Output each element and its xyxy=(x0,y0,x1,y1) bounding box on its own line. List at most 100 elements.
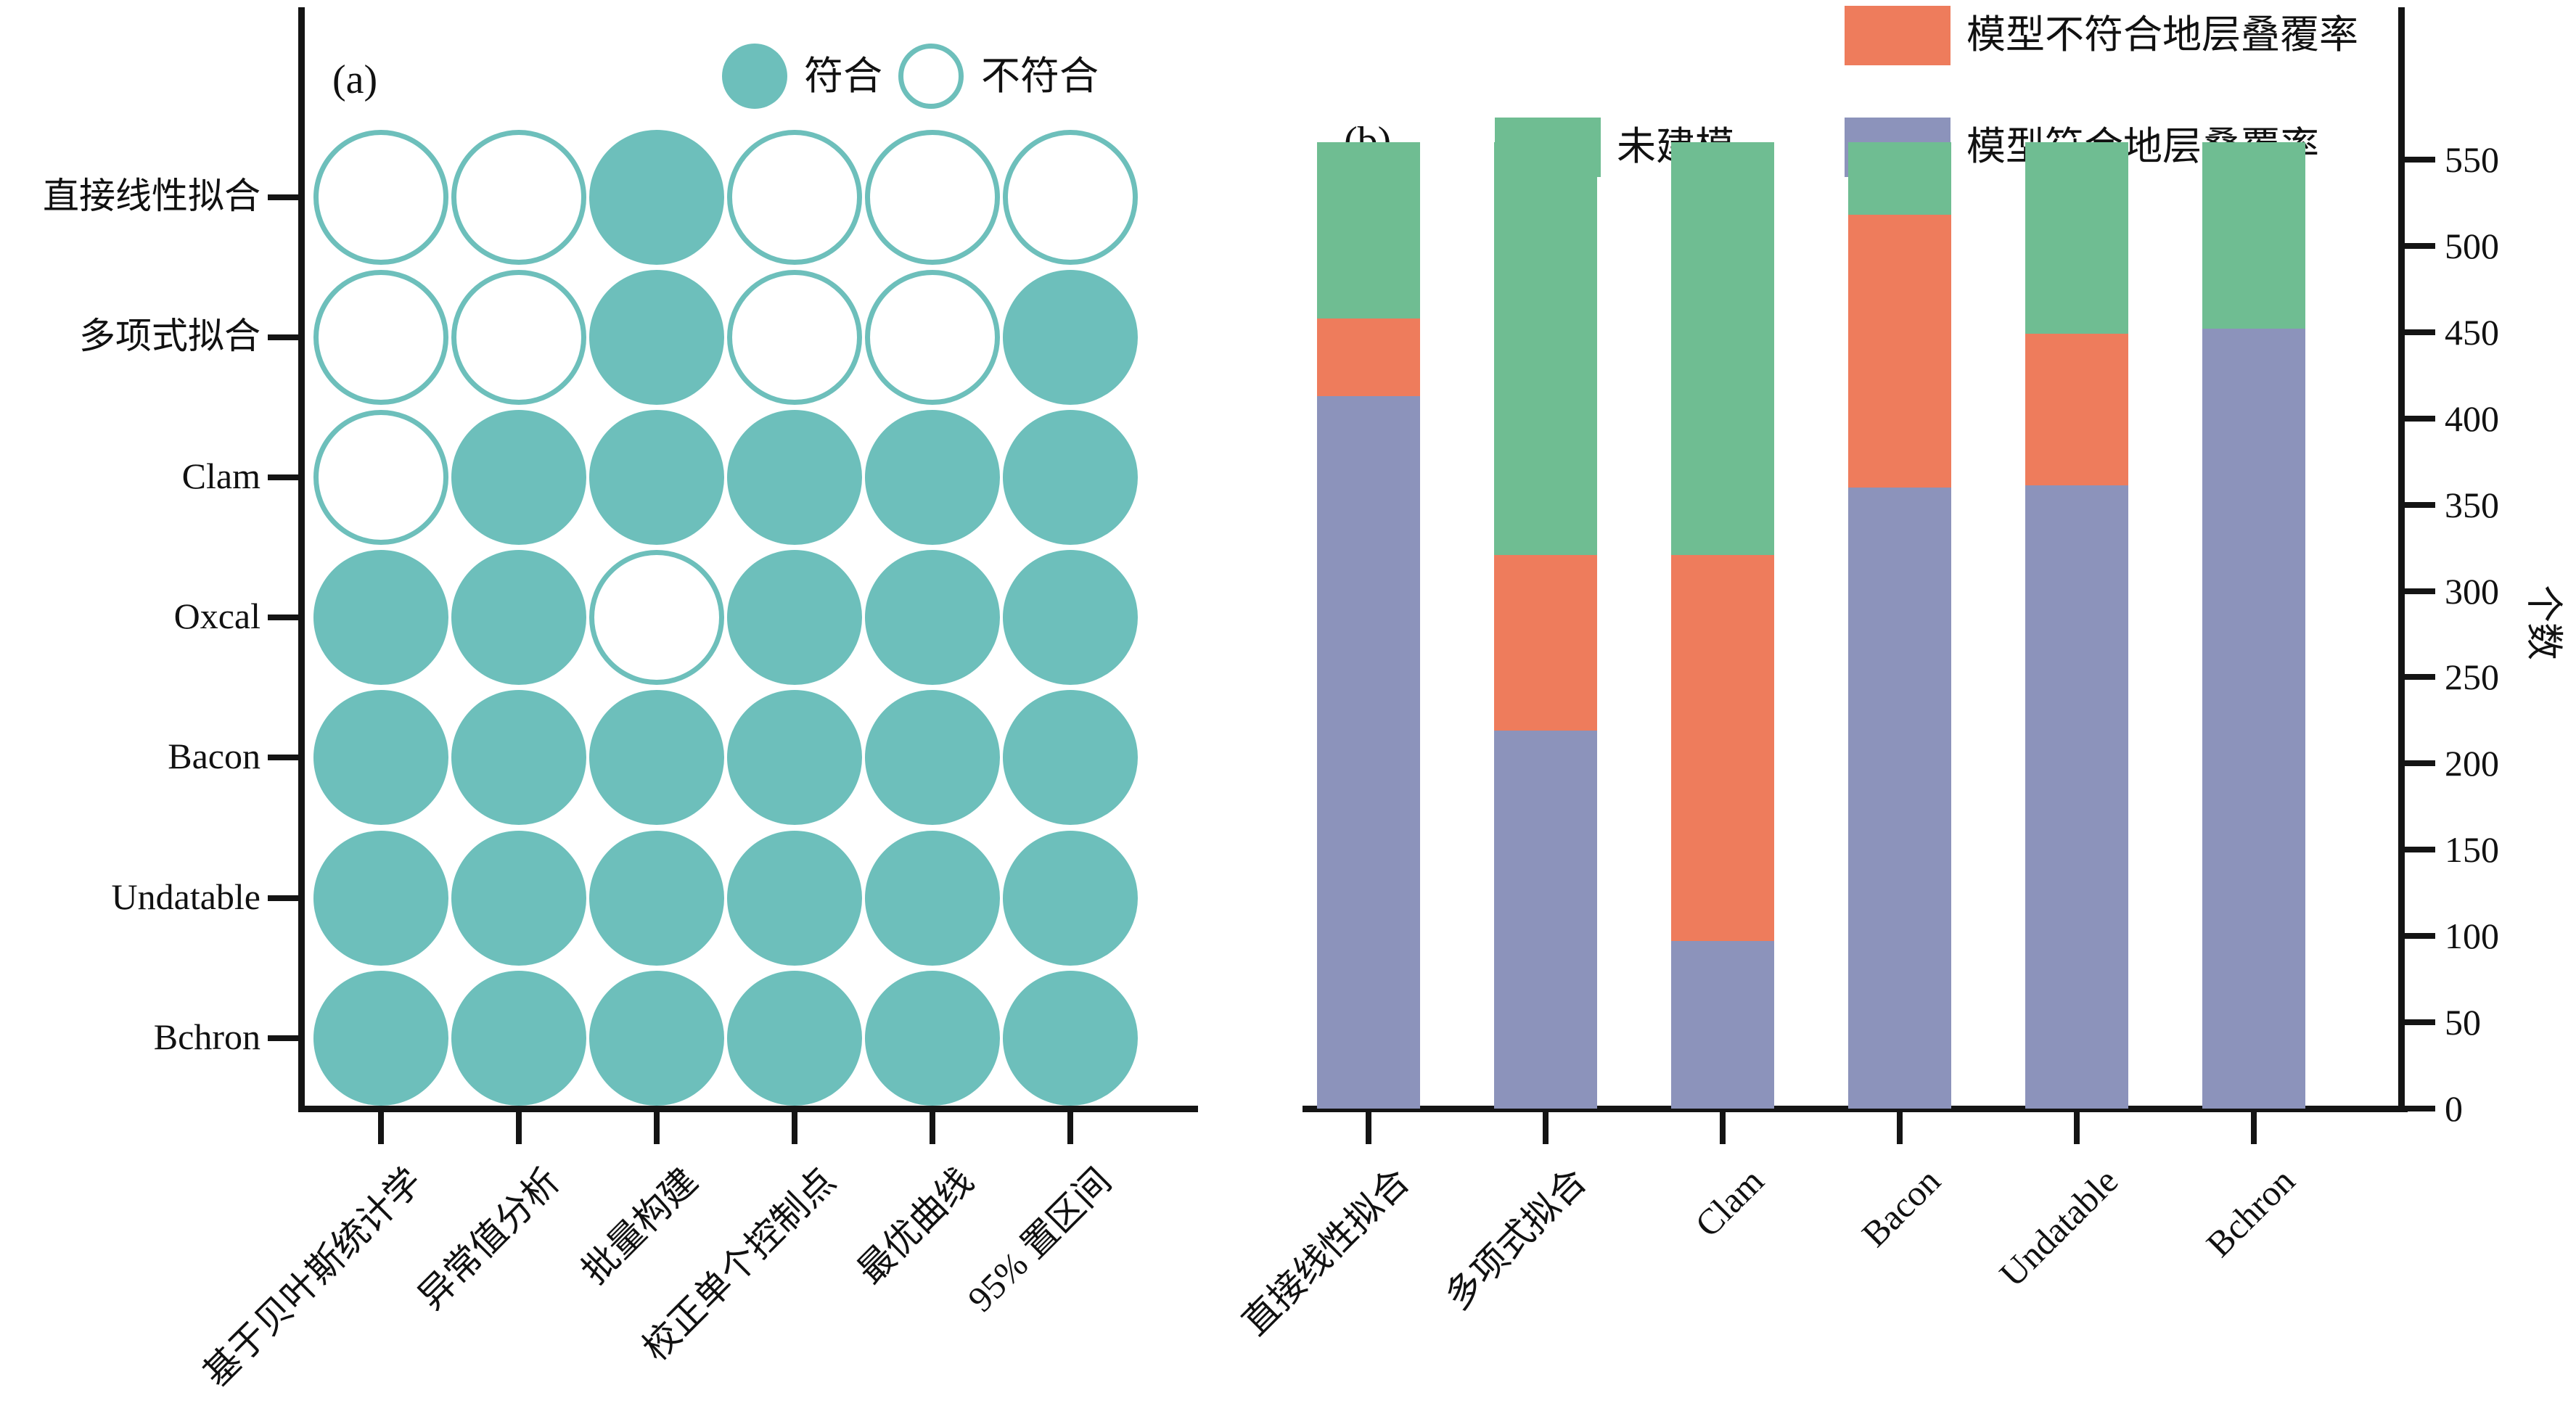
panel-b-x-tick xyxy=(2074,1112,2080,1144)
matrix-dot-filled-r5c3 xyxy=(727,831,862,966)
matrix-dot-filled-r3c0 xyxy=(313,550,448,685)
panel-b-y-tick-label: 100 xyxy=(2445,916,2499,957)
matrix-dot-filled-r2c2 xyxy=(589,410,724,545)
matrix-dot-filled-r6c3 xyxy=(727,971,862,1106)
panel-b-y-tick xyxy=(2405,933,2435,940)
legend-mismatch-swatch xyxy=(1845,6,1951,65)
panel-b-x-label: Undatable xyxy=(1991,1160,2125,1295)
matrix-dot-filled-r3c1 xyxy=(451,550,586,685)
panel-a-col-label: 批量构建 xyxy=(573,1160,705,1292)
matrix-dot-open-r0c4 xyxy=(865,130,1000,265)
panel-a-row-tick xyxy=(268,895,298,901)
panel-b-y-tick xyxy=(2405,242,2435,249)
panel-a-col-label: 异常值分析 xyxy=(410,1160,567,1318)
panel-b-x-label: 多项式拟合 xyxy=(1437,1160,1594,1318)
panel-a-row-label: Bacon xyxy=(168,736,261,776)
bar-segment-purple-1 xyxy=(1494,731,1597,1109)
panel-b-y-tick xyxy=(2405,588,2435,594)
matrix-dot-filled-r5c1 xyxy=(451,831,586,966)
panel-a-col-label: 基于贝叶斯统计学 xyxy=(195,1160,430,1394)
matrix-dot-filled-r3c3 xyxy=(727,550,862,685)
panel-b-y-tick-label: 350 xyxy=(2445,484,2499,525)
panel-a-row-label: Undatable xyxy=(111,876,261,917)
matrix-dot-filled-r6c5 xyxy=(1003,971,1138,1106)
matrix-dot-open-r1c3 xyxy=(727,270,862,405)
panel-a-label: (a) xyxy=(332,57,378,102)
panel-a-col-tick xyxy=(378,1112,384,1144)
matrix-dot-filled-r2c3 xyxy=(727,410,862,545)
panel-a-col-tick xyxy=(1067,1112,1073,1144)
matrix-dot-filled-r4c2 xyxy=(589,690,724,825)
panel-b-y-tick-label: 300 xyxy=(2445,570,2499,612)
panel-b-y-tick-label: 400 xyxy=(2445,398,2499,439)
panel-a-row-tick xyxy=(268,194,298,200)
panel-b-x-tick xyxy=(1366,1112,1371,1144)
matrix-dot-filled-r6c1 xyxy=(451,971,586,1106)
panel-a-row-tick xyxy=(268,334,298,340)
panel-a-row-tick xyxy=(268,755,298,760)
legend-filled-circle-icon xyxy=(722,44,787,109)
matrix-dot-filled-r3c5 xyxy=(1003,550,1138,685)
bar-segment-purple-3 xyxy=(1848,487,1951,1109)
matrix-dot-open-r1c4 xyxy=(865,270,1000,405)
bar-segment-orange-1 xyxy=(1494,554,1597,731)
panel-b-y-tick xyxy=(2405,1106,2435,1111)
panel-a-col-label: 95% 置区间 xyxy=(959,1160,1119,1320)
matrix-dot-filled-r2c4 xyxy=(865,410,1000,545)
panel-a-col-tick xyxy=(792,1112,797,1144)
bar-segment-orange-2 xyxy=(1671,554,1774,942)
panel-b-x-label: 直接线性拟合 xyxy=(1234,1160,1417,1344)
panel-a-row-label: Clam xyxy=(181,456,261,496)
bar-segment-purple-0 xyxy=(1317,395,1420,1109)
panel-b-y-tick xyxy=(2405,847,2435,853)
legend-open-label: 不符合 xyxy=(981,54,1099,98)
panel-b-y-tick-label: 500 xyxy=(2445,225,2499,266)
panel-b-y-axis-title: 个数 xyxy=(2522,584,2564,661)
panel-b-y-tick-label: 250 xyxy=(2445,657,2499,698)
legend-mismatch-label: 模型不符合地层叠覆率 xyxy=(1966,13,2358,57)
legend-open-circle-icon xyxy=(898,44,964,109)
panel-a-row-label: 直接线性拟合 xyxy=(43,176,261,216)
matrix-dot-open-r1c1 xyxy=(451,270,586,405)
panel-b-x-tick xyxy=(1897,1112,1903,1144)
bar-segment-green-4 xyxy=(2025,142,2128,334)
matrix-dot-filled-r1c5 xyxy=(1003,270,1138,405)
matrix-dot-filled-r5c2 xyxy=(589,831,724,966)
matrix-dot-open-r0c1 xyxy=(451,130,586,265)
legend-filled-label: 符合 xyxy=(804,54,882,98)
panel-a-row-tick xyxy=(268,615,298,620)
matrix-dot-filled-r2c5 xyxy=(1003,410,1138,545)
panel-a-left-axis xyxy=(298,7,305,1112)
panel-b-x-tick xyxy=(1543,1112,1549,1144)
panel-b-y-tick xyxy=(2405,329,2435,335)
bar-segment-purple-5 xyxy=(2202,329,2305,1109)
matrix-dot-filled-r4c5 xyxy=(1003,690,1138,825)
matrix-dot-open-r2c0 xyxy=(313,410,448,545)
panel-b-x-label: Clam xyxy=(1686,1160,1771,1245)
matrix-dot-filled-r4c1 xyxy=(451,690,586,825)
panel-b-x-label: Bchron xyxy=(2198,1160,2302,1265)
panel-b-y-tick xyxy=(2405,674,2435,681)
bar-segment-green-1 xyxy=(1494,142,1597,555)
bar-segment-green-3 xyxy=(1848,142,1951,215)
panel-a-row-label: Oxcal xyxy=(173,596,261,636)
matrix-dot-filled-r4c0 xyxy=(313,690,448,825)
matrix-dot-filled-r1c2 xyxy=(589,270,724,405)
panel-b-x-label: Bacon xyxy=(1853,1160,1948,1255)
matrix-dot-filled-r5c5 xyxy=(1003,831,1138,966)
matrix-dot-filled-r2c1 xyxy=(451,410,586,545)
panel-a-col-tick xyxy=(930,1112,935,1144)
panel-a-row-tick xyxy=(268,474,298,480)
panel-a-col-tick xyxy=(516,1112,522,1144)
panel-b-y-tick xyxy=(2405,1019,2435,1026)
bar-segment-orange-0 xyxy=(1317,318,1420,396)
matrix-dot-filled-r4c3 xyxy=(727,690,862,825)
matrix-dot-filled-r5c4 xyxy=(865,831,1000,966)
matrix-dot-filled-r6c4 xyxy=(865,971,1000,1106)
matrix-dot-filled-r4c4 xyxy=(865,690,1000,825)
panel-b-y-tick-label: 150 xyxy=(2445,829,2499,871)
panel-b-y-tick-label: 550 xyxy=(2445,139,2499,180)
panel-a-bottom-axis xyxy=(298,1106,1198,1112)
bar-segment-orange-3 xyxy=(1848,215,1951,488)
bar-segment-orange-4 xyxy=(2025,334,2128,486)
